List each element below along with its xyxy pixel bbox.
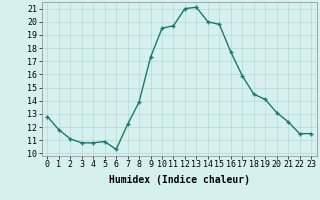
X-axis label: Humidex (Indice chaleur): Humidex (Indice chaleur) [109,175,250,185]
